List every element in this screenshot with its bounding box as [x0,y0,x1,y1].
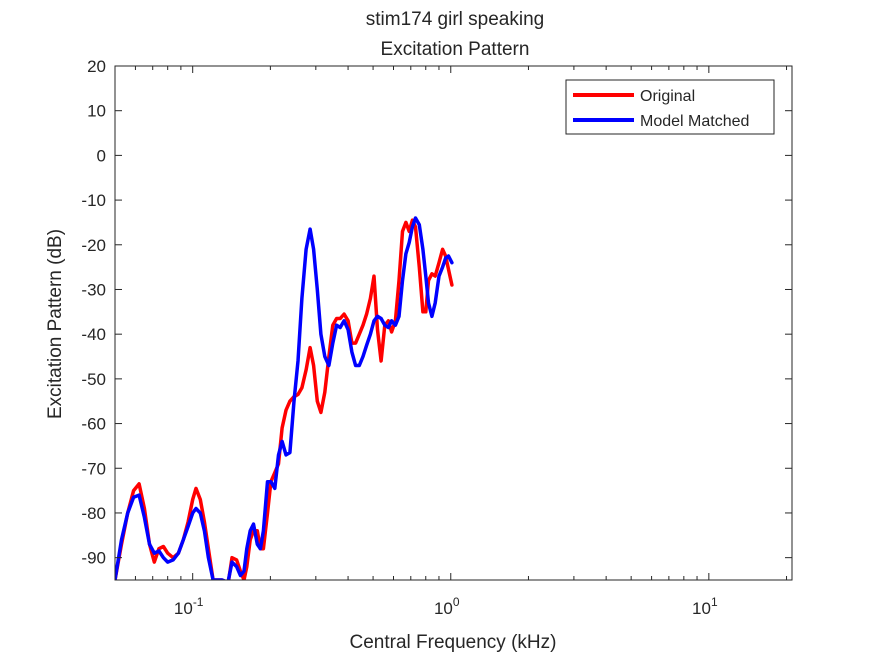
y-tick-label: -70 [81,459,106,478]
y-tick-label: 0 [97,146,106,165]
x-tick-label: 10-1 [174,595,204,618]
legend-label-model-matched: Model Matched [640,113,749,130]
y-tick-label: -10 [81,191,106,210]
y-tick-label: 10 [87,102,106,121]
x-tick-label: 100 [434,595,460,618]
legend-label-original: Original [640,88,695,105]
series-line-model-matched [115,216,454,580]
legend-box [565,79,775,135]
series-group [115,216,454,580]
y-tick-label: -80 [81,504,106,523]
y-tick-label: -30 [81,280,106,299]
y-tick-label: -50 [81,370,106,389]
chart-subtitle: Excitation Pattern [381,39,530,60]
plot-box [114,65,793,581]
y-tick-label: -20 [81,236,106,255]
y-tick-label: -90 [81,549,106,568]
y-tick-label: 20 [87,57,106,76]
x-tick-label: 101 [692,595,718,618]
series-layer [115,216,454,580]
y-tick-label: -60 [81,415,106,434]
y-tick-label: -40 [81,325,106,344]
y-axis-label: Excitation Pattern (dB) [45,229,66,419]
chart-title: stim174 girl speaking [366,9,544,30]
legend: Original Model Matched [565,79,775,135]
x-axis-label: Central Frequency (kHz) [350,632,557,653]
